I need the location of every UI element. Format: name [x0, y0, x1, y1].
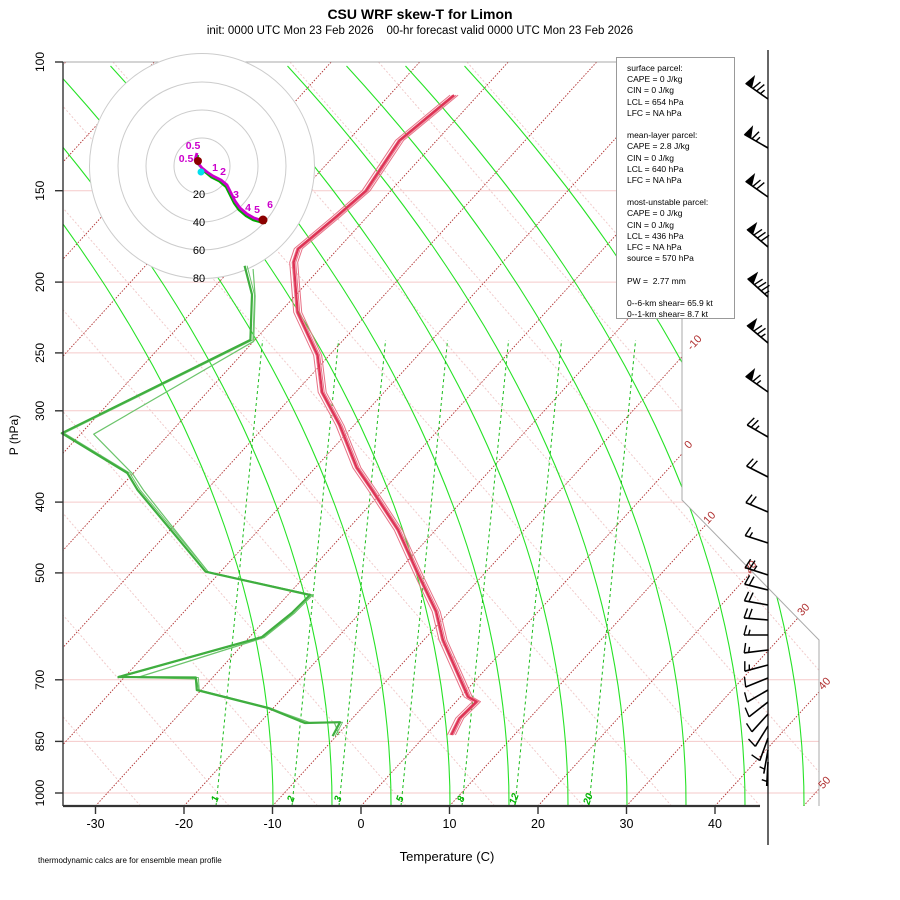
thermo-footnote: thermodynamic calcs are for ensemble mea… — [38, 856, 222, 865]
svg-text:0: 0 — [682, 439, 695, 452]
hodograph: 20 40 60 80 0.50.5 1 234 5 6 — [89, 53, 315, 285]
storm-motion-dot — [197, 168, 205, 176]
hodograph-height-label: 0.5 — [179, 153, 194, 165]
temperature-tick-label: -10 — [263, 817, 281, 831]
pressure-tick-label: 850 — [33, 731, 47, 751]
svg-text:3: 3 — [333, 794, 345, 803]
parcel-info-line: CIN = 0 J/kg — [627, 219, 675, 230]
hodograph-ring-label: 60 — [193, 245, 205, 257]
parcel-info-line: LCL = 436 hPa — [627, 230, 684, 241]
mixing-ratio-labels: 1 2 3 5 8 12 20 — [210, 792, 596, 808]
parcel-info-line: most-unstable parcel: — [627, 197, 709, 208]
svg-text:-10: -10 — [685, 333, 705, 353]
parcel-info-line — [627, 264, 734, 275]
hodograph-height-label: 5 — [254, 204, 260, 216]
pressure-tick-label: 400 — [33, 492, 47, 512]
parcel-info-line: PW = 2.77 mm — [627, 275, 686, 286]
pressure-tick-label: 500 — [33, 563, 47, 583]
isotherm-labels: -1001020304050 — [682, 333, 833, 791]
temperature-tick-label: -20 — [175, 817, 193, 831]
parcel-info-box: surface parcel: CAPE = 0 J/kg CIN = 0 J/kg… — [616, 57, 735, 319]
parcel-info-line: CAPE = 2.8 J/kg — [627, 141, 690, 152]
parcel-info-line: CAPE = 0 J/kg — [627, 208, 683, 219]
hodograph-end-dot — [258, 215, 268, 225]
parcel-info-line — [627, 186, 734, 197]
hodograph-height-label: 3 — [233, 189, 239, 201]
temperature-tick-label: 20 — [531, 817, 545, 831]
temperature-profile — [289, 94, 481, 736]
svg-text:2: 2 — [285, 794, 298, 804]
parcel-info-line: LCL = 640 hPa — [627, 163, 684, 174]
svg-text:8: 8 — [456, 794, 468, 803]
pressure-tick-label: 300 — [33, 400, 47, 420]
parcel-info-line: 0--1-km shear= 8.7 kt — [627, 309, 709, 320]
y-axis-title: P (hPa) — [7, 414, 21, 456]
parcel-info-line: 0--6-km shear= 65.9 kt — [627, 297, 713, 308]
temperature-tick-label: 0 — [358, 817, 365, 831]
plot-border — [63, 61, 820, 806]
svg-text:30: 30 — [795, 601, 812, 618]
hodograph-height-label: 0.5 — [186, 140, 201, 152]
parcel-info-line: mean-layer parcel: — [627, 130, 698, 141]
svg-text:5: 5 — [395, 794, 407, 803]
parcel-info-line: source = 570 hPa — [627, 253, 694, 264]
temperature-tick-label: 40 — [708, 817, 722, 831]
hodograph-height-label: 4 — [245, 202, 251, 214]
parcel-info-line: CIN = 0 J/kg — [627, 85, 675, 96]
pressure-tick-label: 100 — [33, 52, 47, 72]
page-title: CSU WRF skew-T for Limon — [327, 6, 513, 22]
wind-barbs — [743, 50, 770, 845]
x-axis-title: Temperature (C) — [399, 849, 495, 864]
dewpoint-profile — [60, 265, 344, 737]
init-valid-subtitle: init: 0000 UTC Mon 23 Feb 2026 00-hr for… — [206, 25, 634, 37]
hodograph-start-dot — [194, 157, 202, 165]
svg-text:12: 12 — [508, 792, 522, 807]
pressure-tick-label: 150 — [33, 180, 47, 200]
temperature-tick-label: 10 — [443, 817, 457, 831]
parcel-info-line: LCL = 654 hPa — [627, 96, 684, 107]
parcel-info-line: LFC = NA hPa — [627, 107, 682, 118]
parcel-info-line — [627, 287, 734, 298]
hodograph-ring-label: 20 — [193, 189, 205, 201]
hodograph-height-label: 2 — [220, 166, 226, 178]
hodograph-height-label: 6 — [267, 199, 273, 211]
temperature-tick-label: -30 — [86, 817, 104, 831]
pressure-tick-label: 200 — [33, 272, 47, 292]
pressure-tick-label: 250 — [33, 343, 47, 363]
temperature-tick-label: 30 — [620, 817, 634, 831]
hodograph-ring-label: 40 — [193, 217, 205, 229]
parcel-info-line: CAPE = 0 J/kg — [627, 74, 683, 85]
svg-text:20: 20 — [581, 792, 596, 808]
hodograph-height-label: 1 — [212, 162, 218, 174]
pressure-tick-label: 1000 — [33, 779, 47, 806]
parcel-info-line: surface parcel: — [627, 63, 683, 73]
parcel-info-line: LFC = NA hPa — [627, 242, 682, 252]
svg-text:10: 10 — [701, 509, 718, 526]
parcel-info-line — [627, 119, 734, 130]
svg-text:1: 1 — [210, 794, 222, 803]
pressure-tick-label: 700 — [33, 669, 47, 689]
parcel-info-line: CIN = 0 J/kg — [627, 152, 675, 163]
parcel-info-line: LFC = NA hPa — [627, 174, 682, 185]
hodograph-ring-label: 80 — [193, 273, 205, 285]
